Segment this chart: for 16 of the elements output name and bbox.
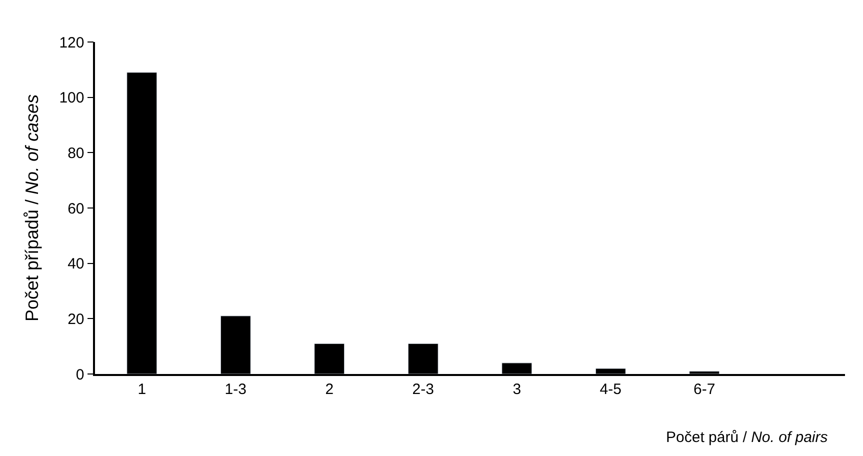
x-tick-label: 1 (138, 380, 146, 398)
y-tick-label: 60 (68, 200, 84, 218)
y-tick-label: 80 (68, 144, 84, 162)
y-tick-label: 20 (68, 310, 84, 328)
x-tick-label: 6-7 (694, 380, 716, 398)
x-tick-label: 2-3 (412, 380, 434, 398)
x-axis-title: Počet párů / No. of pairs (666, 429, 828, 446)
y-axis-title: Počet případů / No. of cases (22, 94, 42, 322)
y-tick-label: 0 (76, 366, 84, 384)
y-tick-label: 40 (68, 256, 84, 273)
x-tick-label: 3 (512, 380, 522, 398)
x-tick-label: 2 (325, 380, 334, 398)
x-tick-label: 1-3 (224, 380, 246, 398)
y-tick-label: 100 (59, 90, 84, 107)
x-tick-label: 4-5 (600, 380, 622, 398)
y-tick-label: 120 (59, 34, 84, 52)
